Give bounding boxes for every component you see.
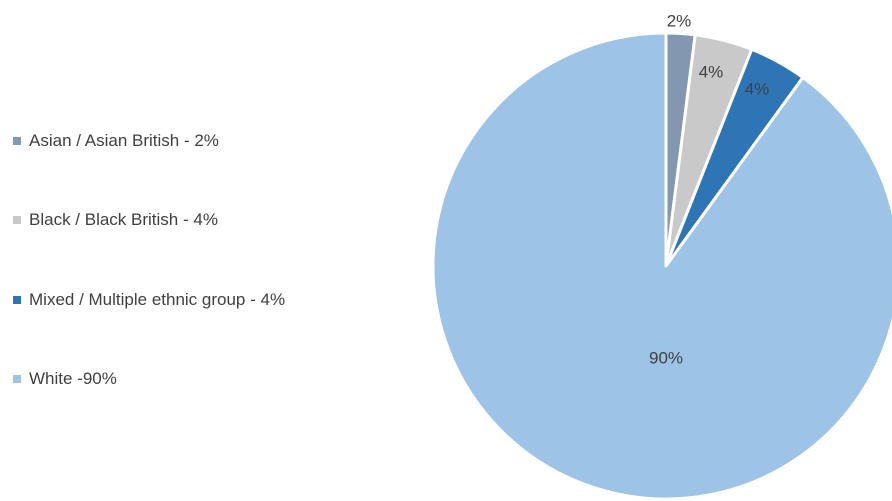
legend-item-white: White -90% [13,369,117,389]
pie-slice-white [431,31,892,501]
legend-label-white: White -90% [29,369,117,388]
legend-label-black: Black / Black British - 4% [29,210,218,229]
legend-item-black: Black / Black British - 4% [13,210,218,230]
legend-swatch-mixed [13,296,21,304]
legend-item-asian: Asian / Asian British - 2% [13,131,219,151]
legend-item-mixed: Mixed / Multiple ethnic group - 4% [13,290,285,310]
data-label-white: 90% [649,348,683,367]
pie-data-labels: 2% 4% 4% 90% [649,11,769,367]
legend-swatch-black [13,216,21,224]
legend-label-mixed: Mixed / Multiple ethnic group - 4% [29,290,286,309]
legend-label-asian: Asian / Asian British - 2% [29,131,219,150]
data-label-mixed: 4% [745,79,770,98]
pie-slices [431,31,892,501]
data-label-black: 4% [699,62,724,81]
legend-swatch-asian [13,137,21,145]
data-label-asian: 2% [667,11,692,30]
legend-swatch-white [13,375,21,383]
